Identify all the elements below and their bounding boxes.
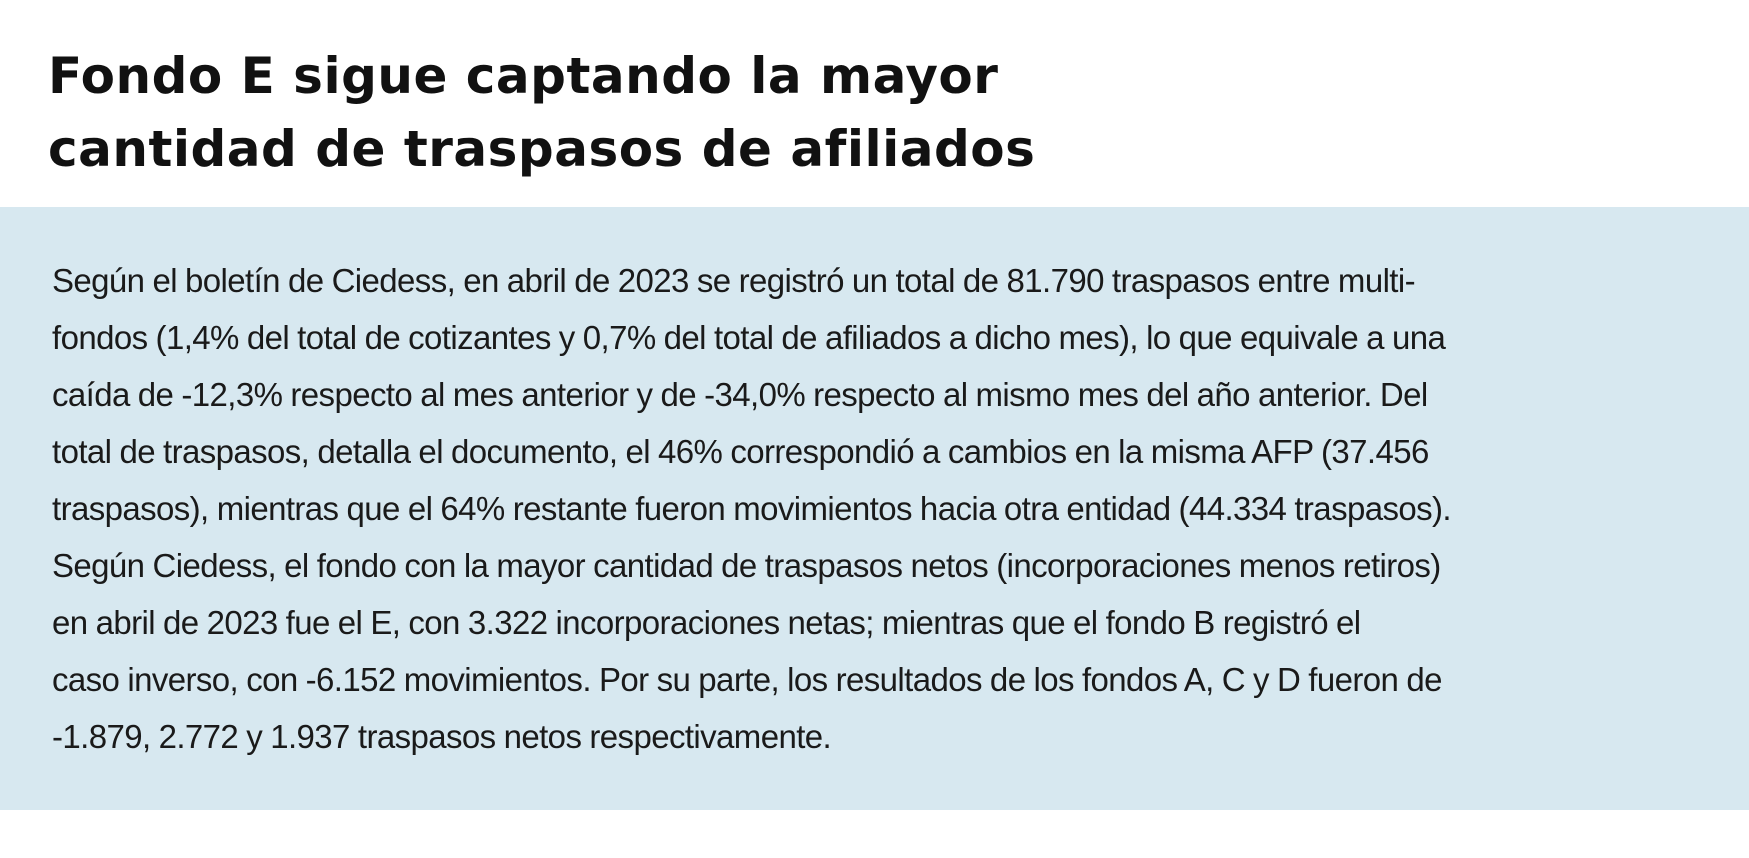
article-body: Según el boletín de Ciedess, en abril de… (52, 252, 1732, 765)
headline-line-2: cantidad de traspasos de afiliados (48, 120, 1036, 178)
body-line: caso inverso, con -6.152 movimientos. Po… (52, 661, 1442, 698)
body-line: traspasos), mientras que el 64% restante… (52, 490, 1452, 527)
body-line: fondos (1,4% del total de cotizantes y 0… (52, 319, 1446, 356)
body-line: total de traspasos, detalla el documento… (52, 433, 1429, 470)
body-line: caída de -12,3% respecto al mes anterior… (52, 376, 1428, 413)
body-line: Según Ciedess, el fondo con la mayor can… (52, 547, 1441, 584)
article-body-box: Según el boletín de Ciedess, en abril de… (0, 207, 1749, 810)
body-line: -1.879, 2.772 y 1.937 traspasos netos re… (52, 718, 832, 755)
body-line: Según el boletín de Ciedess, en abril de… (52, 262, 1416, 299)
headline: Fondo E sigue captando la mayor cantidad… (48, 40, 1348, 186)
headline-line-1: Fondo E sigue captando la mayor (48, 47, 999, 105)
body-line: en abril de 2023 fue el E, con 3.322 inc… (52, 604, 1361, 641)
